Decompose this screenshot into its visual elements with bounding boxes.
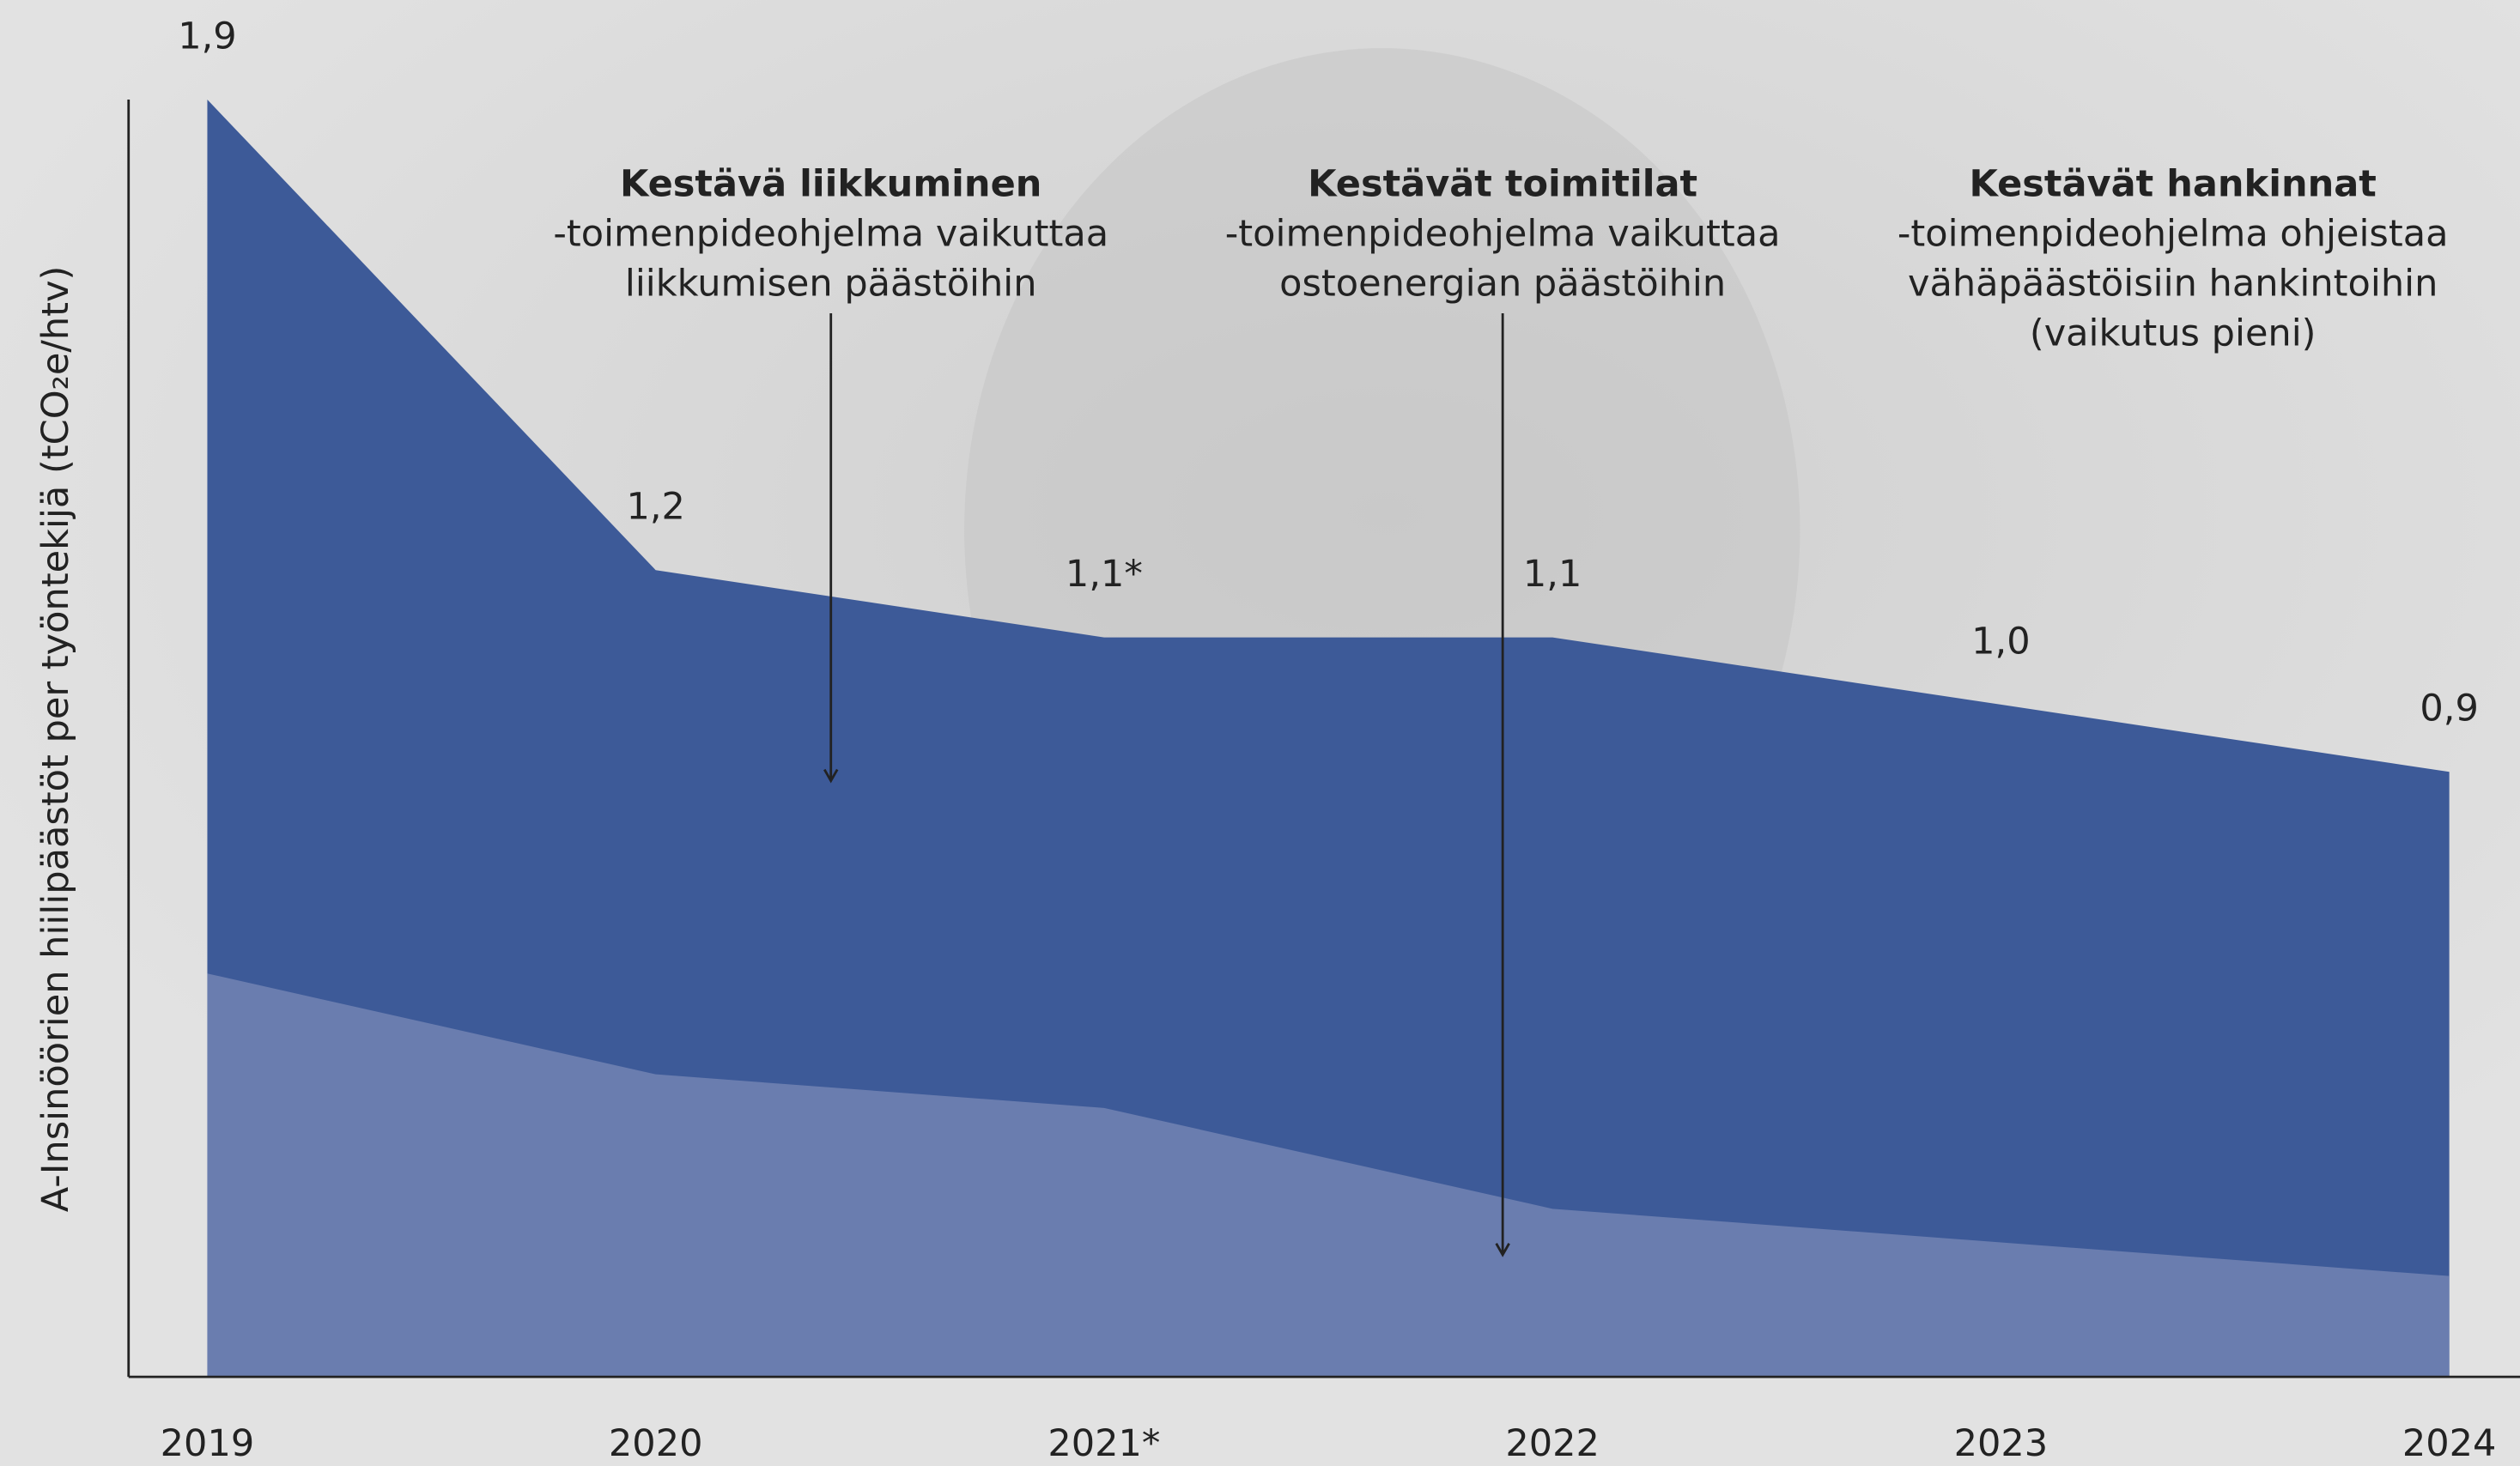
annotation-text: -toimenpideohjelma vaikuttaa [553, 213, 1108, 256]
x-tick-label: 2021* [1047, 1422, 1160, 1465]
annotation-text: -toimenpideohjelma vaikuttaa [1225, 213, 1781, 256]
x-tick-label: 2022 [1505, 1422, 1600, 1465]
annotation-text: -toimenpideohjelma ohjeistaa [1898, 213, 2449, 256]
y-axis-label: A-Insinöörien hiilipäästöt per työntekij… [34, 266, 77, 1213]
x-tick-label: 2019 [161, 1422, 255, 1465]
chart: A-Insinöörien hiilipäästöt per työntekij… [0, 0, 2520, 1466]
annotation-title: Kestävät hankinnat [1970, 163, 2377, 206]
x-tick-label: 2024 [2402, 1422, 2497, 1465]
annotation-text: vähäpäästöisiin hankintoihin [1908, 263, 2438, 306]
annotation-title: Kestävät toimitilat [1308, 163, 1697, 206]
page: A-Insinöörien hiilipäästöt per työntekij… [0, 0, 2520, 1466]
x-tick-label: 2023 [1954, 1422, 2049, 1465]
data-label: 1,0 [1971, 620, 2030, 663]
annotation-title: Kestävä liikkuminen [620, 163, 1041, 206]
data-label: 1,1 [1523, 553, 1582, 596]
data-label: 1,9 [178, 15, 236, 58]
data-label: 1,2 [626, 486, 684, 529]
data-label: 0,9 [2420, 688, 2478, 730]
annotation-text: liikkumisen päästöihin [625, 263, 1037, 306]
data-label: 1,1* [1066, 553, 1143, 596]
annotation-text: ostoenergian päästöihin [1279, 263, 1726, 306]
x-tick-label: 2020 [609, 1422, 703, 1465]
annotation-text: (vaikutus pieni) [2030, 312, 2317, 355]
